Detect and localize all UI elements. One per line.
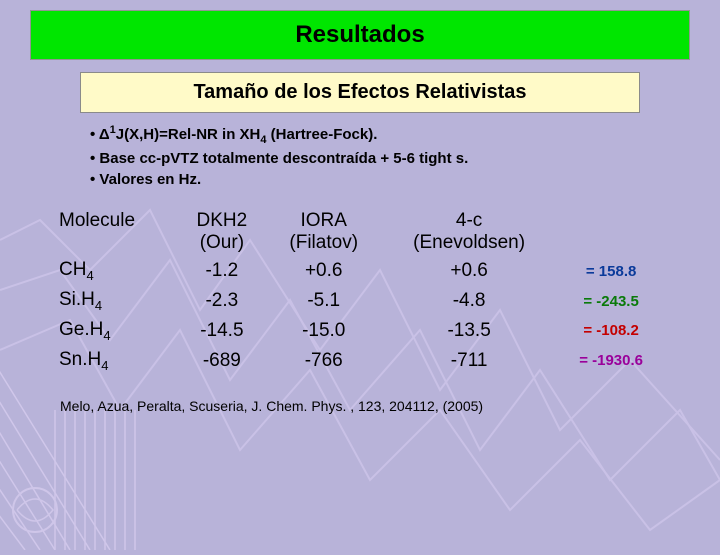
table-row: Sn.H4 -689 -766 -711 = -1930.6 bbox=[55, 346, 665, 376]
bullet-2: • Base cc-pVTZ totalmente descontraída +… bbox=[90, 148, 630, 169]
cell-v1: -689 bbox=[177, 346, 266, 376]
cell-v3: -711 bbox=[381, 346, 557, 376]
cell-eq: = -1930.6 bbox=[557, 346, 665, 376]
cell-v3: -13.5 bbox=[381, 316, 557, 346]
subtitle-bar: Tamaño de los Efectos Relativistas bbox=[80, 72, 640, 113]
cell-v2: -766 bbox=[266, 346, 381, 376]
citation: Melo, Azua, Peralta, Scuseria, J. Chem. … bbox=[60, 398, 660, 414]
cell-v3: -4.8 bbox=[381, 286, 557, 316]
cell-eq: = -243.5 bbox=[557, 286, 665, 316]
bullet-3: • Valores en Hz. bbox=[90, 169, 630, 190]
bullet-list: • Δ1J(X,H)=Rel-NR in XH4 (Hartree-Fock).… bbox=[90, 123, 630, 190]
bullet-1: • Δ1J(X,H)=Rel-NR in XH4 (Hartree-Fock). bbox=[90, 123, 630, 148]
title-bar: Resultados bbox=[30, 10, 690, 60]
table-row: Si.H4 -2.3 -5.1 -4.8 = -243.5 bbox=[55, 286, 665, 316]
cell-eq: = -108.2 bbox=[557, 316, 665, 346]
col-4c: 4-c (Enevoldsen) bbox=[381, 208, 557, 256]
cell-v2: -15.0 bbox=[266, 316, 381, 346]
col-iora: IORA (Filatov) bbox=[266, 208, 381, 256]
cell-v1: -1.2 bbox=[177, 256, 266, 286]
cell-molecule: Ge.H4 bbox=[55, 316, 177, 346]
col-equals bbox=[557, 208, 665, 256]
page-title: Resultados bbox=[31, 21, 689, 49]
cell-v3: +0.6 bbox=[381, 256, 557, 286]
data-table-wrap: Molecule DKH2 (Our) IORA (Filatov) 4-c (… bbox=[55, 208, 665, 375]
cell-v2: -5.1 bbox=[266, 286, 381, 316]
table-header-row: Molecule DKH2 (Our) IORA (Filatov) 4-c (… bbox=[55, 208, 665, 256]
cell-molecule: CH4 bbox=[55, 256, 177, 286]
table-row: CH4 -1.2 +0.6 +0.6 = 158.8 bbox=[55, 256, 665, 286]
col-dkh2: DKH2 (Our) bbox=[177, 208, 266, 256]
cell-v2: +0.6 bbox=[266, 256, 381, 286]
cell-molecule: Sn.H4 bbox=[55, 346, 177, 376]
cell-molecule: Si.H4 bbox=[55, 286, 177, 316]
cell-eq: = 158.8 bbox=[557, 256, 665, 286]
subtitle: Tamaño de los Efectos Relativistas bbox=[93, 81, 627, 104]
cell-v1: -2.3 bbox=[177, 286, 266, 316]
data-table: Molecule DKH2 (Our) IORA (Filatov) 4-c (… bbox=[55, 208, 665, 375]
cell-v1: -14.5 bbox=[177, 316, 266, 346]
table-row: Ge.H4 -14.5 -15.0 -13.5 = -108.2 bbox=[55, 316, 665, 346]
col-molecule: Molecule bbox=[55, 208, 177, 256]
